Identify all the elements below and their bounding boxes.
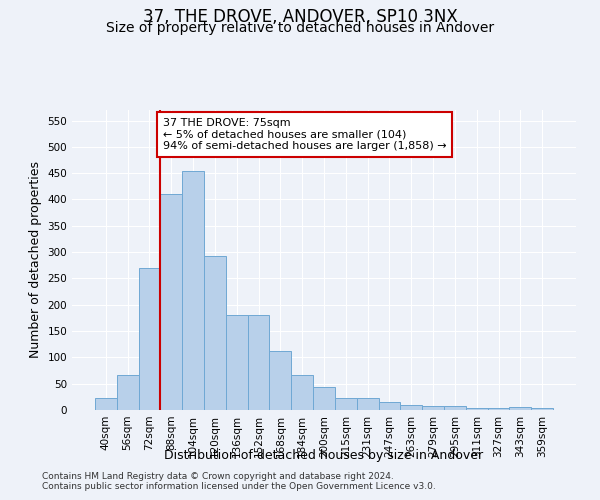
Bar bbox=[291, 374, 313, 410]
Bar bbox=[160, 194, 182, 410]
Bar bbox=[95, 398, 117, 410]
Bar bbox=[204, 256, 226, 410]
Bar bbox=[379, 402, 400, 410]
Bar bbox=[313, 388, 335, 410]
Text: 37 THE DROVE: 75sqm
← 5% of detached houses are smaller (104)
94% of semi-detach: 37 THE DROVE: 75sqm ← 5% of detached hou… bbox=[163, 118, 446, 151]
Bar bbox=[444, 406, 466, 410]
Bar bbox=[269, 350, 291, 410]
Bar bbox=[335, 398, 357, 410]
Bar bbox=[357, 398, 379, 410]
Text: 37, THE DROVE, ANDOVER, SP10 3NX: 37, THE DROVE, ANDOVER, SP10 3NX bbox=[143, 8, 457, 26]
Y-axis label: Number of detached properties: Number of detached properties bbox=[29, 162, 42, 358]
Text: Contains public sector information licensed under the Open Government Licence v3: Contains public sector information licen… bbox=[42, 482, 436, 491]
Bar bbox=[182, 170, 204, 410]
Bar bbox=[226, 316, 248, 410]
Bar bbox=[117, 374, 139, 410]
Bar bbox=[488, 408, 509, 410]
Bar bbox=[422, 406, 444, 410]
Text: Distribution of detached houses by size in Andover: Distribution of detached houses by size … bbox=[164, 448, 484, 462]
Text: Size of property relative to detached houses in Andover: Size of property relative to detached ho… bbox=[106, 21, 494, 35]
Bar bbox=[466, 408, 488, 410]
Bar bbox=[139, 268, 160, 410]
Text: Contains HM Land Registry data © Crown copyright and database right 2024.: Contains HM Land Registry data © Crown c… bbox=[42, 472, 394, 481]
Bar bbox=[509, 408, 531, 410]
Bar bbox=[531, 408, 553, 410]
Bar bbox=[248, 316, 269, 410]
Bar bbox=[400, 404, 422, 410]
